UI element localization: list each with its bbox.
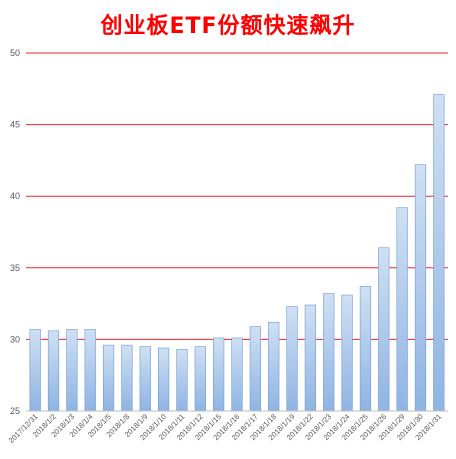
y-tick-label: 30 <box>10 334 20 344</box>
chart-title: 创业板ETF份额快速飙升 <box>100 14 356 39</box>
y-tick-label: 25 <box>10 406 20 416</box>
bar <box>396 207 408 412</box>
x-axis-ticks: 2017/12/312018/1/22018/1/32018/1/42018/1… <box>7 412 444 445</box>
bar <box>213 337 225 412</box>
bar <box>194 346 206 412</box>
bar <box>29 329 41 412</box>
bars <box>29 94 445 412</box>
bar <box>102 344 115 412</box>
bar <box>268 321 280 412</box>
bar <box>378 247 390 412</box>
y-tick-label: 50 <box>10 48 20 58</box>
gridlines <box>26 52 448 340</box>
bar <box>414 164 427 412</box>
bar <box>249 326 261 412</box>
bar <box>231 337 243 412</box>
bar <box>286 306 298 412</box>
bar <box>157 347 170 412</box>
y-tick-label: 45 <box>10 120 20 130</box>
bar <box>176 349 188 412</box>
bar <box>139 346 151 412</box>
bar <box>121 344 133 412</box>
bar <box>433 94 445 412</box>
y-axis-ticks: 25 30 35 40 45 50 <box>10 48 20 416</box>
bar <box>47 330 60 412</box>
bar <box>304 304 317 412</box>
y-tick-label: 40 <box>10 191 20 201</box>
bar <box>323 293 335 412</box>
bar <box>66 329 78 412</box>
bar <box>359 286 372 412</box>
bar <box>341 294 353 412</box>
bar <box>84 329 96 412</box>
y-tick-label: 35 <box>10 263 20 273</box>
